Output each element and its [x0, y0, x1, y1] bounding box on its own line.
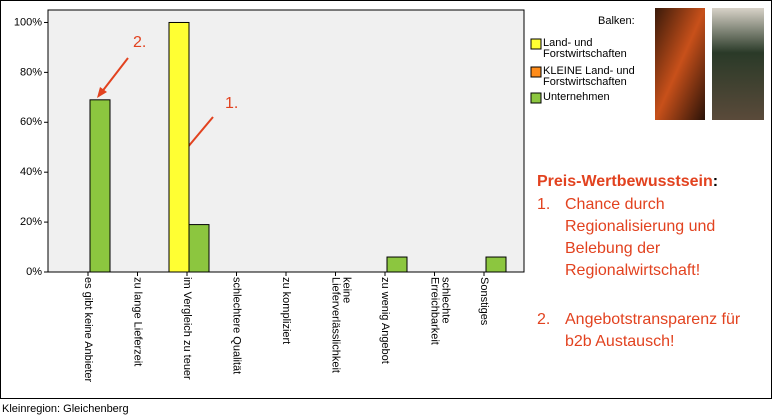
item-number: 2. — [537, 311, 551, 328]
list-item: 2. Angebotstransparenz für b2b Austausch! — [537, 309, 767, 353]
x-tick-label: keine Lieferverlässlichkeit — [329, 277, 353, 373]
y-tick-label: 40% — [20, 166, 42, 178]
heading-text: Preis-Wertbewusstsein — [537, 173, 713, 190]
legend-swatch — [530, 66, 542, 78]
legend-label: Land- und Forstwirtschaften — [543, 37, 627, 60]
legend-swatch — [530, 92, 542, 104]
item-text: Angebotstransparenz für b2b Austausch! — [565, 311, 741, 350]
bar — [485, 256, 507, 273]
list-item: 1. Chance durch Regionalisierung und Bele… — [537, 194, 767, 282]
x-tick-label: es gibt keine Anbieter — [82, 277, 94, 383]
photo — [712, 8, 764, 120]
annotation: 1. — [225, 95, 238, 112]
arrowhead — [97, 87, 107, 98]
bar — [188, 224, 210, 273]
bar — [168, 21, 190, 273]
y-tick-label: 100% — [14, 16, 42, 28]
y-tick-label: 80% — [20, 66, 42, 78]
x-tick-label: zu lange Lieferzeit — [131, 277, 144, 367]
y-tick-label: 20% — [20, 216, 42, 228]
plot-area — [47, 9, 525, 273]
bar — [89, 99, 111, 273]
x-tick-label: zu kompliziert — [280, 277, 292, 345]
x-tick-label: schlechte Erreichbarkeit — [428, 277, 452, 345]
legend-swatch — [530, 38, 542, 50]
x-tick-label: im Vergleich zu teuer — [181, 277, 193, 380]
photo — [655, 8, 705, 120]
item-text: Chance durch Regionalisierung und Belebu… — [565, 196, 716, 279]
y-tick-label: 0% — [26, 266, 42, 278]
legend-label: Unternehmen — [543, 91, 610, 103]
x-tick-label: Sonstiges — [478, 277, 490, 326]
legend-title: Balken: — [598, 15, 635, 27]
y-tick-label: 60% — [20, 116, 42, 128]
heading-suffix: : — [712, 173, 719, 190]
legend-label: KLEINE Land- und Forstwirtschaften — [543, 65, 635, 88]
panel-heading: Preis-Wertbewusstsein: — [537, 173, 718, 191]
x-tick-label: schlechtere Qualität — [230, 277, 243, 375]
item-number: 1. — [537, 196, 551, 213]
footer: Kleinregion: Gleichenberg — [2, 403, 129, 415]
x-tick-label: zu wenig Angebot — [379, 277, 391, 364]
bar — [386, 256, 408, 273]
annotation: 2. — [133, 34, 146, 51]
arrow — [100, 57, 129, 94]
